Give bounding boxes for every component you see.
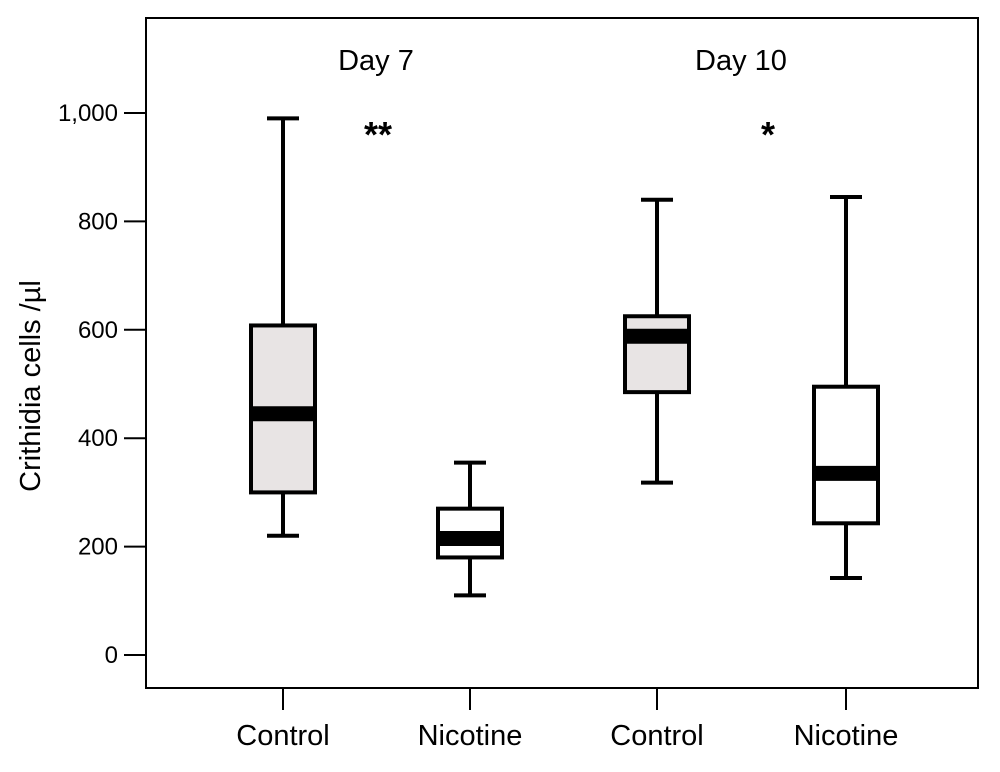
y-axis-label: Crithidia cells /µl	[15, 280, 47, 492]
boxes	[249, 116, 880, 598]
annotations: Day 7 ** Day 10 *	[338, 45, 787, 155]
iqr-box	[812, 384, 880, 526]
x-category-label: Nicotine	[794, 720, 899, 752]
group-label: Day 10	[695, 45, 787, 77]
y-tick-label: 600	[78, 317, 118, 344]
y-tick-label: 400	[78, 425, 118, 452]
x-category-label: Nicotine	[418, 720, 523, 752]
box-2	[436, 460, 504, 598]
y-tick-label: 800	[78, 208, 118, 235]
significance-marker: *	[761, 114, 775, 155]
x-category-label: Control	[610, 720, 704, 752]
plot-frame	[145, 17, 979, 689]
significance-marker: **	[364, 114, 392, 155]
x-axis: Control Nicotine Control Nicotine	[236, 688, 898, 752]
x-category-label: Control	[236, 720, 330, 752]
box-1	[249, 116, 317, 538]
box-4	[812, 195, 880, 581]
y-tick-label: 0	[105, 642, 118, 669]
box-3	[623, 197, 691, 485]
group-label: Day 7	[338, 45, 414, 77]
iqr-box	[623, 314, 691, 395]
y-tick-label: 1,000	[58, 100, 118, 127]
y-axis: 0 200 400 600 800 1,000	[58, 100, 146, 669]
y-tick-label: 200	[78, 534, 118, 561]
